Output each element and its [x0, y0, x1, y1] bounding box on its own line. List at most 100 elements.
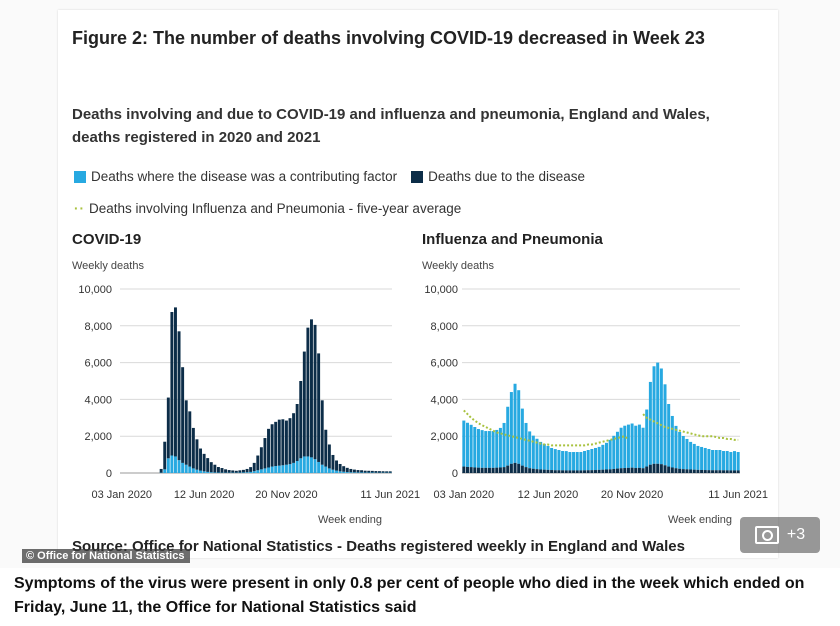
covid-bar-contributing	[177, 460, 181, 473]
flu-bar-due	[736, 470, 740, 473]
flu-bar-contributing	[608, 439, 612, 470]
flu-bar-contributing	[531, 435, 535, 469]
flu-bar-contributing	[604, 442, 608, 470]
flu-bar-contributing	[462, 420, 466, 467]
covid-bar-contributing	[331, 469, 335, 473]
flu-bar-contributing	[480, 430, 484, 468]
covid-bar-contributing	[335, 470, 338, 473]
covid-bar-due	[331, 454, 335, 470]
flu-bar-contributing	[652, 366, 656, 464]
covid-bar-due	[195, 439, 199, 470]
flu-bar-due	[656, 463, 660, 473]
flu-bar-due	[729, 470, 733, 473]
legend-swatch-due	[411, 170, 424, 183]
flu-bar-contributing	[597, 446, 601, 470]
flu-bar-contributing	[561, 451, 565, 471]
flu-bar-contributing	[648, 381, 652, 465]
covid-bar-due	[238, 470, 242, 473]
covid-bar-due	[202, 453, 206, 472]
flu-bar-due	[714, 470, 718, 473]
covid-bar-contributing	[184, 464, 188, 473]
covid-bar-due	[310, 319, 313, 458]
flu-bar-due	[711, 470, 715, 473]
covid-bar-contributing	[295, 461, 299, 473]
covid-bar-due	[209, 462, 213, 473]
covid-bar-contributing	[213, 472, 217, 473]
flu-bar-contributing	[637, 424, 641, 468]
flu-bar-due	[575, 470, 579, 473]
flu-bar-due	[480, 467, 484, 473]
flu-bar-contributing	[550, 447, 554, 471]
flu-x-tick-label: 03 Jan 2020	[434, 489, 495, 501]
flu-bar-contributing	[685, 438, 689, 470]
covid-bar-due	[327, 444, 331, 469]
legend-swatch-contributing	[74, 170, 86, 183]
flu-bar-due	[513, 462, 517, 473]
covid-y-tick-label: 10,000	[78, 284, 112, 296]
flu-y-tick-label: 0	[452, 468, 458, 480]
flu-bar-due	[725, 470, 729, 473]
flu-bar-contributing	[681, 436, 685, 470]
flu-bar-contributing	[678, 431, 682, 469]
covid-bar-contributing	[267, 467, 270, 473]
flu-bar-due	[531, 468, 535, 473]
covid-bar-due	[313, 324, 317, 460]
covid-x-tick-label: 03 Jan 2020	[92, 489, 153, 501]
flu-bar-due	[663, 465, 667, 473]
flu-x-tick-label: 12 Jun 2020	[518, 489, 579, 501]
flu-bar-contributing	[626, 424, 630, 468]
covid-bar-contributing	[270, 466, 274, 473]
image-credit: © Office for National Statistics	[22, 549, 191, 563]
covid-bar-due	[320, 400, 324, 465]
legend-dotted-line-icon: ··	[74, 201, 85, 216]
covid-bar-contributing	[324, 466, 328, 473]
covid-bar-contributing	[163, 469, 167, 473]
covid-x-tick-label: 12 Jun 2020	[174, 489, 235, 501]
covid-bar-due	[206, 458, 210, 472]
covid-bar-due	[227, 470, 231, 473]
flu-bar-contributing	[535, 438, 539, 470]
covid-bar-contributing	[199, 470, 202, 473]
flu-y-tick-label: 2,000	[430, 431, 458, 443]
flu-bar-contributing	[517, 390, 521, 464]
covid-bar-due	[231, 470, 235, 473]
gallery-button[interactable]: +3	[740, 517, 820, 553]
covid-bar-due	[274, 421, 278, 467]
flu-bar-due	[634, 468, 638, 473]
covid-x-tick-label: 20 Nov 2020	[255, 489, 317, 501]
flu-bar-due	[469, 467, 473, 473]
flu-bar-due	[553, 470, 557, 473]
flu-bar-due	[689, 469, 693, 473]
image-caption: Symptoms of the virus were present in on…	[14, 575, 805, 616]
flu-bar-due	[637, 467, 641, 473]
flu-y-tick-label: 6,000	[430, 358, 458, 370]
covid-bar-due	[374, 471, 378, 473]
flu-bar-contributing	[498, 427, 502, 468]
covid-bar-contributing	[195, 469, 199, 473]
flu-bar-due	[594, 470, 598, 473]
covid-bar-due	[345, 467, 349, 473]
covid-y-tick-label: 0	[106, 468, 112, 480]
covid-bar-due	[378, 471, 381, 473]
flu-bar-contributing	[524, 422, 528, 468]
covid-bar-due	[249, 467, 253, 472]
flu-y-tick-label: 10,000	[424, 284, 458, 296]
covid-bar-contributing	[352, 472, 356, 473]
covid-bar-contributing	[356, 472, 360, 473]
figure-title: Figure 2: The number of deaths involving…	[72, 28, 705, 48]
flu-bar-due	[487, 467, 491, 473]
flu-bar-due	[703, 470, 707, 473]
covid-bar-due	[224, 469, 228, 473]
covid-bar-contributing	[313, 459, 317, 473]
covid-bar-contributing	[170, 455, 174, 473]
flu-average-line	[642, 413, 739, 441]
flu-bar-due	[630, 467, 634, 473]
flu-bar-contributing	[469, 424, 473, 468]
flu-bar-contributing	[659, 368, 663, 465]
covid-bar-due	[306, 327, 310, 457]
flu-bar-contributing	[572, 452, 576, 471]
flu-bar-due	[546, 469, 550, 473]
covid-bar-due	[385, 471, 389, 473]
covid-bar-contributing	[338, 471, 342, 473]
source-note: Source: Office for National Statistics -…	[72, 538, 685, 555]
